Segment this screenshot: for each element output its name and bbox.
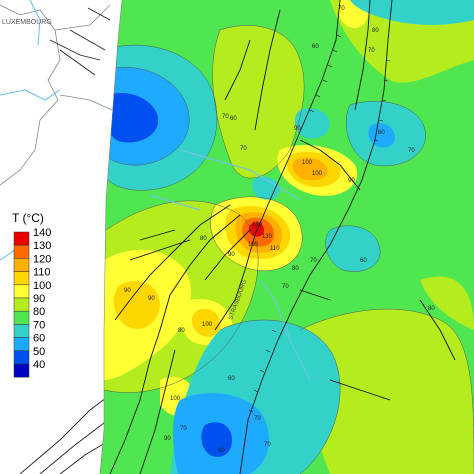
contour-label: 70 bbox=[368, 48, 375, 54]
legend-label: 90 bbox=[33, 293, 45, 305]
contour-label: 60 bbox=[312, 44, 319, 50]
contour-label: 100 bbox=[302, 160, 313, 166]
legend-title: T (°C) bbox=[12, 211, 44, 225]
contour-label: 70 bbox=[180, 426, 187, 432]
legend-label: 80 bbox=[33, 306, 45, 318]
contour-label: 60 bbox=[218, 448, 225, 454]
band-90-south bbox=[297, 309, 474, 474]
country-borders bbox=[0, 4, 113, 186]
contour-label: 60 bbox=[360, 258, 367, 264]
legend-swatch bbox=[13, 337, 30, 352]
legend-swatch bbox=[13, 244, 30, 259]
band-120-north bbox=[292, 157, 328, 181]
legend-label: 70 bbox=[33, 319, 45, 331]
contour-label: 80 bbox=[200, 236, 207, 242]
contour-label-group: 70 80 70 60 60 70 70 100 90 100 70 90 13… bbox=[124, 6, 435, 454]
contour-label: 90 bbox=[228, 252, 235, 258]
legend-swatch bbox=[13, 297, 30, 312]
contour-label: 90 bbox=[164, 436, 171, 442]
fault-lines-outside bbox=[19, 7, 111, 474]
contour-label: 110 bbox=[270, 246, 280, 252]
contour-label: 80 bbox=[292, 266, 299, 272]
band-90-southeast bbox=[420, 276, 474, 330]
contour-label: 70 bbox=[222, 114, 229, 120]
contour-label: 70 bbox=[282, 284, 289, 290]
contour-label: 80 bbox=[372, 28, 379, 34]
band-50-northwest bbox=[108, 92, 159, 143]
contour-label: 100 bbox=[170, 396, 181, 402]
contour-label: 90 bbox=[294, 126, 301, 132]
band-80-east-f bbox=[420, 225, 474, 262]
contour-label: 60 bbox=[230, 116, 237, 122]
legend-label: 60 bbox=[33, 333, 45, 345]
contour-label: 80 bbox=[178, 328, 185, 334]
band-90-north bbox=[212, 25, 305, 179]
contour-label: 70 bbox=[338, 6, 345, 12]
band-70-east-b bbox=[325, 225, 381, 272]
contour-label: 60 bbox=[228, 376, 235, 382]
contour-label: 90 bbox=[148, 296, 155, 302]
legend-label: 100 bbox=[33, 280, 51, 292]
legend-swatch bbox=[13, 231, 30, 246]
legend-swatch bbox=[13, 324, 30, 338]
contour-label: 100 bbox=[248, 242, 259, 248]
legend-label: 140 bbox=[33, 227, 51, 239]
fault-lines bbox=[109, 0, 456, 474]
legend-label: 110 bbox=[33, 267, 51, 279]
legend-swatch bbox=[13, 310, 30, 325]
band-60-east-a bbox=[368, 123, 395, 148]
legend-swatch bbox=[13, 350, 30, 365]
contour-label: 80 bbox=[428, 306, 435, 312]
contour-label: 70 bbox=[408, 148, 415, 154]
country-label: LUXEMBOURG bbox=[2, 19, 52, 26]
legend-label: 40 bbox=[33, 359, 45, 371]
band-70-east-c bbox=[294, 108, 330, 139]
contour-label: 120 bbox=[262, 234, 273, 240]
contour-label: 70 bbox=[310, 258, 317, 264]
legend-swatch bbox=[13, 271, 30, 286]
contour-label: 100 bbox=[312, 171, 323, 177]
contour-label: 70 bbox=[240, 146, 247, 152]
legend-swatch bbox=[13, 284, 30, 299]
escarpment-hatching bbox=[248, 34, 391, 413]
legend-label: 130 bbox=[33, 240, 51, 252]
legend-swatch bbox=[13, 363, 30, 378]
rivers bbox=[149, 149, 311, 381]
contour-label: 130 bbox=[252, 222, 263, 228]
band-110-southwest bbox=[191, 309, 221, 337]
band-70-east-e bbox=[350, 0, 474, 25]
contour-label: 90 bbox=[348, 178, 355, 184]
band-140-center bbox=[248, 222, 264, 237]
rivers-outside bbox=[0, 0, 61, 261]
legend-swatch bbox=[13, 258, 30, 272]
contour-label: 60 bbox=[378, 130, 385, 136]
domain-boundary bbox=[99, 0, 123, 474]
contour-label: 70 bbox=[254, 416, 261, 422]
contour-label: 90 bbox=[124, 288, 131, 294]
contour-label: 70 bbox=[264, 442, 271, 448]
legend-label: 120 bbox=[33, 253, 51, 265]
legend-label: 50 bbox=[33, 346, 45, 358]
band-50-south bbox=[201, 422, 232, 457]
contour-label: 100 bbox=[202, 322, 213, 328]
band-110-west bbox=[113, 281, 160, 329]
